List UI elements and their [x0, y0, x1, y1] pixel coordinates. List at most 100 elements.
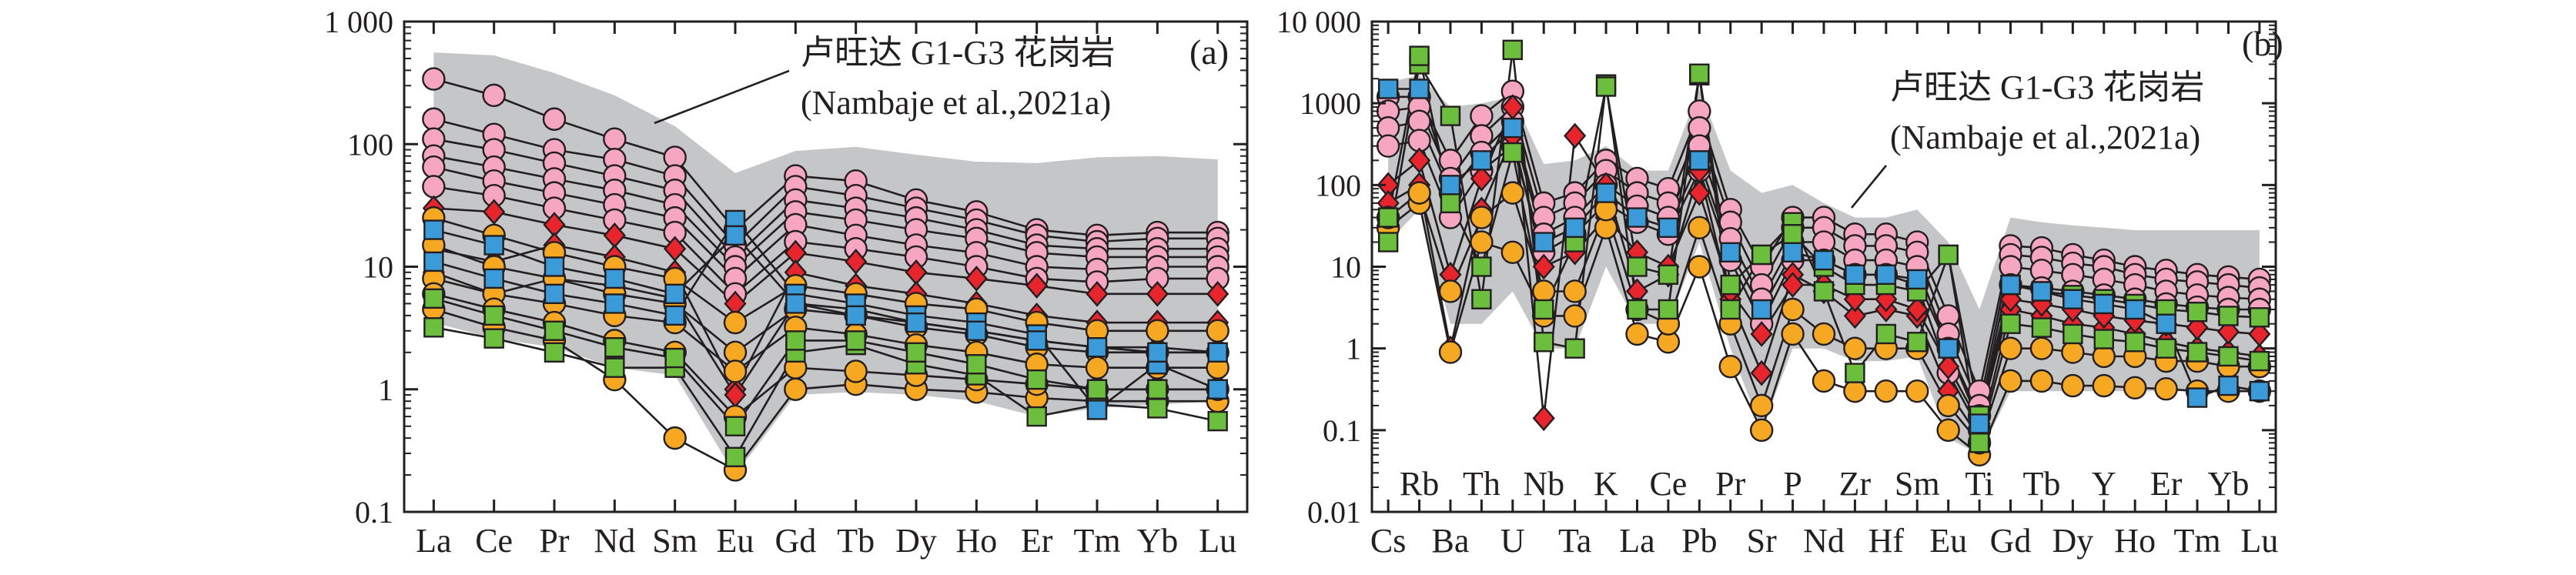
panel-b-point-7-Th [1470, 230, 1494, 254]
x-category-label-Sm: Sm [652, 522, 698, 560]
panel-b-point-5-Nb [1532, 405, 1555, 432]
x-category-label-Ba: Ba [1432, 522, 1470, 560]
x-category-label-Ce: Ce [475, 522, 513, 560]
x-category-label-Gd: Gd [774, 522, 816, 560]
x-category-label-La: La [1619, 522, 1654, 560]
panel-a-point-15-Pr [544, 342, 565, 363]
panel-b-point-9-Yb [2218, 346, 2239, 367]
panel-a-point-7-Ce [483, 199, 506, 226]
panel-b-point-11-Nb [1534, 232, 1554, 252]
x-category-label-Zr: Zr [1839, 465, 1872, 503]
panel-a-point-18-Er [1026, 330, 1047, 351]
panel-b-point-8-Sr [1749, 393, 1774, 418]
panel-a-point-16-Tm [1086, 379, 1108, 399]
panel-b-point-11-Ti [1969, 413, 1990, 434]
panel-a-point-16-Dy [905, 342, 927, 363]
panel-b-point-11-Cs [1377, 79, 1399, 99]
panel-b-point-11-Ho [2124, 299, 2146, 320]
panel-b-point-5-Zr [1843, 303, 1867, 329]
panel-b-point-6-Eu [1937, 353, 1960, 380]
x-category-label-Dy: Dy [2052, 522, 2093, 560]
x-category-label-Rb: Rb [1400, 465, 1439, 503]
annotation-title: 卢旺达 G1-G3 花岗岩 [1890, 69, 2204, 106]
panel-b-point-8-Tb [2029, 336, 2054, 360]
panel-b-point-7-Zr [1843, 379, 1867, 403]
y-tick-label: 100 [1315, 168, 1361, 202]
panel-b-point-5-Th [1470, 165, 1493, 192]
x-category-label-Gd: Gd [1990, 522, 2032, 560]
panel-b-point-9-La [1627, 299, 1648, 320]
panel-b-point-7-U [1500, 240, 1525, 265]
panel-b-point-11-Dy [2062, 289, 2083, 309]
x-category-label-K: K [1594, 465, 1618, 503]
panel-b-point-10-Ce [1658, 264, 1679, 285]
x-category-label-Dy: Dy [895, 522, 937, 560]
annotation-citation: (Nambaje et al.,2021a) [1890, 119, 2200, 156]
panel-a-point-16-Tb [845, 330, 866, 351]
panel-b-point-7-Ta [1563, 304, 1587, 328]
panel-b-point-11-Th [1471, 150, 1492, 171]
panel-a-point-17-La [423, 251, 444, 272]
y-tick-label: 0.01 [1307, 495, 1361, 530]
panel-b-point-8-U [1500, 181, 1525, 205]
panel-b-point-6-Sr [1750, 321, 1773, 347]
annotation-leader-line [1850, 165, 1888, 209]
panel-b-point-10-P [1782, 224, 1803, 245]
panel-b-point-9-Pr [1720, 299, 1741, 320]
x-category-label-Pr: Pr [1715, 465, 1745, 503]
panel-b-point-9-Er [2156, 338, 2176, 359]
y-tick-label: 1 [378, 373, 393, 407]
panel-a-point-15-Yb [1147, 398, 1168, 419]
panel-b-point-11-Lu [2249, 380, 2270, 402]
panel-a-point-16-Yb [1147, 379, 1168, 399]
panel-b-point-7-Ho [2123, 376, 2147, 399]
panel-b-point-9-Hf [1875, 323, 1897, 345]
panel-a-point-18-Eu [724, 225, 746, 246]
x-category-label-Ce: Ce [1649, 465, 1687, 503]
panel-b-point-9-Ho [2124, 332, 2146, 353]
x-category-label-P: P [1783, 465, 1802, 503]
x-category-label-Cs: Cs [1370, 522, 1406, 560]
panel-b-point-11-Sm [1907, 269, 1928, 290]
panel-a-point-18-Dy [905, 312, 927, 333]
panel-b-point-7-Tb [2029, 369, 2054, 393]
x-category-label-Pb: Pb [1681, 522, 1717, 560]
panel-a-point-16-Sm [664, 347, 685, 369]
panel-b-point-10-K [1595, 76, 1617, 97]
panel-b-point-11-Nd [1813, 249, 1835, 271]
x-category-label-La: La [416, 522, 451, 560]
panel-b-point-11-K [1595, 182, 1617, 203]
panel-b-point-7-Eu [1936, 418, 1960, 443]
panel-b-point-1-Th [1470, 104, 1494, 128]
panel-a-point-1-Nd [603, 127, 627, 151]
panel-b-point-8-P [1781, 297, 1805, 322]
panel-a-point-7-Er [1025, 272, 1049, 299]
x-category-label-U: U [1500, 522, 1525, 560]
x-category-label-Tb: Tb [2022, 465, 2060, 503]
panel-b-point-7-Gd [1999, 369, 2022, 393]
panel-b-point-9-Y [2093, 329, 2114, 349]
panel-a-point-1-Ce [482, 83, 506, 108]
panel-b-point-10-Pb [1689, 63, 1710, 84]
panel-a-point-1-Pr [542, 107, 567, 131]
panel-b-point-7-La [1625, 322, 1649, 346]
y-tick-label: 1 [1346, 332, 1361, 366]
panel-a-point-17-Lu [1207, 379, 1228, 399]
panel-b-point-9-Th [1471, 289, 1492, 309]
panel-b-point-10-Yb [2218, 306, 2239, 326]
panel-b-point-7-Nd [1812, 369, 1836, 393]
panel-a-point-16-La [423, 288, 444, 309]
panel-b-point-11-Zr [1845, 264, 1865, 285]
panel-a-point-14-Tb [844, 359, 868, 383]
panel-b-point-11-Er [2156, 313, 2176, 334]
panel-a-y-axis: 0.1 1 10 100 1 000 [324, 5, 1247, 530]
panel-b-point-9-Dy [2062, 323, 2083, 345]
x-category-label-Nb: Nb [1523, 465, 1564, 503]
y-tick-label: 100 [347, 127, 393, 162]
panel-b-point-8-Zr [1843, 336, 1867, 360]
annotation-citation: (Nambaje et al.,2021a) [801, 84, 1111, 122]
panel-b-y-axis: 0.01 0.1 1 10 100 1000 10 000 [1276, 5, 2276, 530]
